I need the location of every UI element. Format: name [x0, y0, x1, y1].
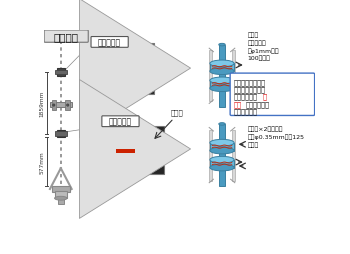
- Text: コイル×2エナメル
線（φ0.35mm）を125
回巻き: コイル×2エナメル 線（φ0.35mm）を125 回巻き: [247, 126, 304, 148]
- FancyBboxPatch shape: [44, 31, 88, 43]
- Bar: [117, 73, 135, 79]
- FancyBboxPatch shape: [230, 74, 315, 116]
- Text: うにしておく: うにしておく: [234, 108, 258, 115]
- Ellipse shape: [210, 86, 234, 92]
- Ellipse shape: [210, 61, 234, 68]
- Ellipse shape: [119, 144, 133, 158]
- Bar: [55, 70, 67, 75]
- Text: コイル
エナメル線
（φ1mm）を
100回巻き: コイル エナメル線 （φ1mm）を 100回巻き: [247, 32, 279, 61]
- Bar: [219, 124, 225, 186]
- Text: 計測状況: 計測状況: [54, 32, 79, 42]
- Bar: [58, 197, 64, 204]
- Text: に発生するよ: に発生するよ: [246, 101, 270, 107]
- Bar: [116, 149, 135, 153]
- Bar: [210, 143, 234, 151]
- Text: 向き: 向き: [234, 101, 241, 107]
- Bar: [106, 126, 164, 174]
- Text: る誘導電圧が: る誘導電圧が: [234, 93, 258, 100]
- Bar: [232, 130, 235, 181]
- Ellipse shape: [210, 157, 234, 163]
- Ellipse shape: [116, 141, 136, 161]
- Text: 1859mm: 1859mm: [40, 90, 44, 117]
- Bar: [55, 191, 67, 198]
- Text: 発信コイル: 発信コイル: [98, 38, 121, 47]
- Bar: [210, 160, 234, 168]
- Bar: [209, 51, 212, 102]
- Bar: [209, 130, 212, 181]
- Ellipse shape: [52, 104, 55, 107]
- Bar: [96, 48, 134, 56]
- Text: 二つのコイルに発: 二つのコイルに発: [234, 79, 266, 85]
- Ellipse shape: [66, 104, 69, 107]
- Bar: [110, 131, 147, 171]
- Bar: [50, 103, 72, 108]
- Ellipse shape: [210, 69, 234, 75]
- FancyBboxPatch shape: [102, 116, 139, 127]
- FancyBboxPatch shape: [91, 37, 128, 48]
- Text: 磁化器: 磁化器: [171, 109, 183, 116]
- Ellipse shape: [210, 78, 234, 84]
- Bar: [65, 101, 70, 110]
- Bar: [219, 45, 225, 107]
- Bar: [96, 48, 134, 90]
- Text: 生する超音波によ: 生する超音波によ: [234, 86, 266, 93]
- Text: 受信コイル: 受信コイル: [109, 117, 132, 126]
- Ellipse shape: [110, 127, 147, 135]
- Bar: [51, 101, 56, 110]
- Bar: [113, 155, 120, 170]
- Ellipse shape: [210, 148, 234, 154]
- Bar: [92, 44, 154, 94]
- Bar: [232, 51, 235, 102]
- Bar: [210, 81, 234, 89]
- Bar: [55, 132, 67, 136]
- Ellipse shape: [55, 197, 67, 200]
- Text: 逆: 逆: [263, 93, 267, 100]
- Bar: [51, 186, 70, 192]
- Ellipse shape: [219, 123, 225, 126]
- Ellipse shape: [219, 44, 225, 47]
- Bar: [57, 130, 65, 138]
- Bar: [57, 69, 65, 76]
- Bar: [117, 60, 135, 68]
- Bar: [210, 64, 234, 72]
- Ellipse shape: [210, 165, 234, 171]
- Ellipse shape: [210, 140, 234, 147]
- Ellipse shape: [96, 43, 134, 53]
- Text: 577mm: 577mm: [40, 151, 44, 174]
